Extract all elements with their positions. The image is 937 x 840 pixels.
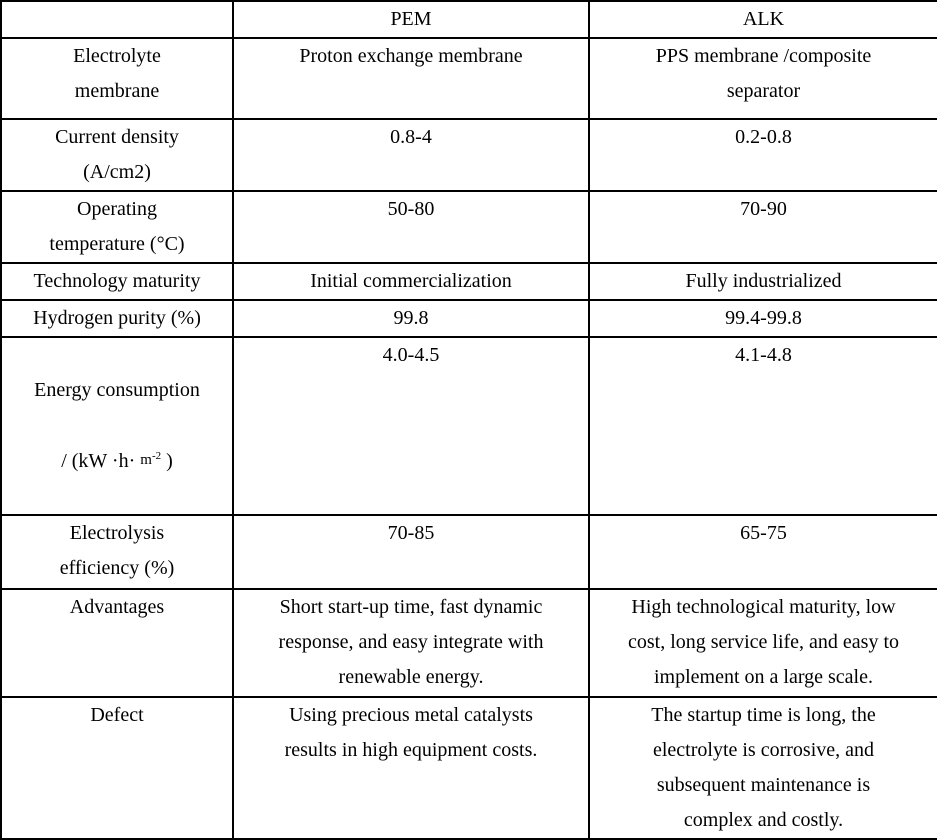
unit-exponent: -2 (151, 450, 162, 462)
alk-value: 70-90 (588, 190, 937, 264)
table-row-energy-consumption: Energy consumption / (kW ·h· m-2 ) 4.0-4… (0, 336, 937, 516)
table-row-electrolyte-membrane: Electrolyte membrane Proton exchange mem… (0, 37, 937, 120)
row-label: Electrolyte membrane (0, 37, 234, 120)
row-label: Operating temperature (°C) (0, 190, 234, 264)
unit-prefix: / (kW ·h· (61, 450, 141, 472)
table-row-hydrogen-purity: Hydrogen purity (%) 99.8 99.4-99.8 (0, 299, 937, 338)
header-row: PEM ALK (0, 0, 937, 39)
table-row-technology-maturity: Technology maturity Initial commercializ… (0, 262, 937, 301)
pem-value: 0.8-4 (232, 118, 590, 192)
energy-consumption-label-line1: Energy consumption (34, 379, 200, 401)
alk-value: 0.2-0.8 (588, 118, 937, 192)
alk-value: 65-75 (588, 514, 937, 590)
alk-value: The startup time is long, the electrolyt… (588, 696, 937, 840)
unit-base: m (140, 452, 152, 468)
table-row-defect: Defect Using precious metal catalysts re… (0, 696, 937, 840)
pem-value: Using precious metal catalysts results i… (232, 696, 590, 840)
pem-value: Proton exchange membrane (232, 37, 590, 120)
alk-value: 4.1-4.8 (588, 336, 937, 516)
unit-suffix: ) (161, 450, 173, 472)
pem-value: 4.0-4.5 (232, 336, 590, 516)
pem-value: 50-80 (232, 190, 590, 264)
table-row-current-density: Current density (A/cm2) 0.8-4 0.2-0.8 (0, 118, 937, 192)
header-cell-empty (0, 0, 234, 39)
pem-value: 70-85 (232, 514, 590, 590)
alk-value: High technological maturity, low cost, l… (588, 588, 937, 698)
alk-value: Fully industrialized (588, 262, 937, 301)
alk-value: PPS membrane /composite separator (588, 37, 937, 120)
table-row-advantages: Advantages Short start-up time, fast dyn… (0, 588, 937, 698)
table-row-operating-temperature: Operating temperature (°C) 50-80 70-90 (0, 190, 937, 264)
pem-value: Short start-up time, fast dynamic respon… (232, 588, 590, 698)
row-label: Hydrogen purity (%) (0, 299, 234, 338)
header-cell-pem: PEM (232, 0, 590, 39)
alk-value: 99.4-99.8 (588, 299, 937, 338)
row-label: Defect (0, 696, 234, 840)
table-row-electrolysis-efficiency: Electrolysis efficiency (%) 70-85 65-75 (0, 514, 937, 590)
pem-value: 99.8 (232, 299, 590, 338)
row-label: Current density (A/cm2) (0, 118, 234, 192)
row-label: Advantages (0, 588, 234, 698)
pem-value: Initial commercialization (232, 262, 590, 301)
energy-consumption-unit: / (kW ·h· m-2 ) (8, 443, 226, 479)
row-label: Electrolysis efficiency (%) (0, 514, 234, 590)
row-label: Technology maturity (0, 262, 234, 301)
row-label: Energy consumption / (kW ·h· m-2 ) (0, 336, 234, 516)
header-cell-alk: ALK (588, 0, 937, 39)
